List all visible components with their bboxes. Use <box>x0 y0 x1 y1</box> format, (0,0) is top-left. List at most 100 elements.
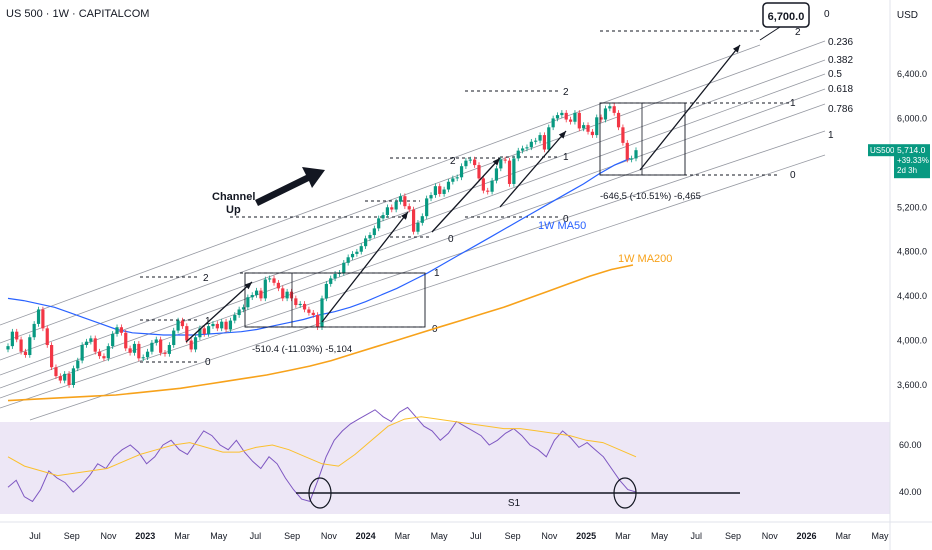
candle-body <box>350 253 355 258</box>
candle-body <box>233 315 237 321</box>
price-tick-label: 5,200.0 <box>897 202 927 212</box>
candle-body <box>254 290 259 296</box>
candle-body <box>442 189 446 194</box>
rally-arrow <box>499 130 567 208</box>
candle-body <box>128 348 132 353</box>
candle-body <box>41 309 45 329</box>
candle-body <box>272 278 276 283</box>
candle-body <box>167 345 171 354</box>
time-axis[interactable]: Jul Sep Nov 2023 Mar May Jul Sep Nov 2024 Mar May Ju… <box>0 521 932 541</box>
candle-body <box>250 295 254 298</box>
candle-body <box>621 127 625 143</box>
rsi-tick-label: 40.00 <box>899 487 922 497</box>
extension-level-label: 1 <box>563 152 569 163</box>
candle-body <box>612 106 616 113</box>
rally-arrow-head <box>558 131 566 139</box>
candle-body <box>429 195 433 199</box>
candle-body <box>608 106 612 109</box>
extension-level-label: 2 <box>203 273 209 284</box>
candle-body <box>595 117 599 136</box>
candle-body <box>555 115 560 119</box>
rally-arrow <box>321 211 409 323</box>
candle-body <box>385 207 390 216</box>
time-tick-label: 2024 <box>356 531 376 541</box>
candle-body <box>529 141 533 148</box>
candle-body <box>499 159 503 169</box>
candle-body <box>320 298 324 328</box>
candle-body <box>89 338 93 342</box>
candle-body <box>202 328 206 334</box>
extension-level-label: 0 <box>432 324 438 335</box>
candle-body <box>63 373 67 381</box>
ma200-line <box>7 264 634 402</box>
candle-body <box>268 278 272 280</box>
fib-level-label: 0 <box>824 9 830 20</box>
candle-body <box>516 150 520 159</box>
price-tick-label: 6,400.0 <box>897 69 927 79</box>
candle-body <box>97 351 102 357</box>
candle-body <box>355 251 359 254</box>
candle-body <box>398 196 403 202</box>
candle-body <box>28 337 32 356</box>
time-tick-label: May <box>431 531 449 541</box>
time-tick-label: Sep <box>725 531 741 541</box>
extension-level-label: 0 <box>563 214 569 225</box>
candle-body <box>416 222 420 232</box>
fib-level-label: 1 <box>828 130 834 141</box>
candle-body <box>307 309 311 313</box>
candle-body <box>381 215 385 219</box>
candle-body <box>507 160 512 184</box>
candle-body <box>346 257 350 263</box>
candle-body <box>115 327 119 334</box>
candle-body <box>145 351 150 358</box>
ma200-layer: 1W MA200 <box>7 253 672 402</box>
rsi-layer: S1 <box>7 406 740 509</box>
candle-body <box>84 341 89 346</box>
extension-level-label: 1 <box>434 268 440 279</box>
candle-body <box>263 279 267 299</box>
target-label: 6,700.0 <box>768 11 805 23</box>
price-tick-label: 4,400.0 <box>897 291 927 301</box>
time-tick-label: Jul <box>29 531 41 541</box>
candle-body <box>425 198 429 217</box>
price-axis[interactable]: 3,600.04,000.04,400.04,800.05,200.05,600… <box>868 0 930 550</box>
symbol-tag <box>868 144 894 157</box>
candle-body <box>281 288 285 299</box>
candle-body <box>542 135 547 150</box>
time-tick-label: May <box>210 531 228 541</box>
rsi-support-label: S1 <box>508 498 521 509</box>
candle-body <box>407 206 411 210</box>
candle-body <box>634 150 638 159</box>
rsi-low-circle <box>308 477 332 509</box>
price-tick-label: 4,000.0 <box>897 336 927 346</box>
candle-body <box>573 112 577 122</box>
extension-level-label: 2 <box>450 156 456 167</box>
ma50-line <box>7 157 631 336</box>
candle-body <box>311 312 315 316</box>
change-label: +39.33% <box>897 156 929 165</box>
extension-level-label: 2 <box>795 27 801 38</box>
time-tick-label: Sep <box>284 531 300 541</box>
candle-body <box>616 112 621 128</box>
rsi-band <box>0 422 890 514</box>
candle-body <box>36 309 41 324</box>
candle-body <box>15 331 19 340</box>
candle-body <box>119 327 123 333</box>
candle-body <box>176 320 180 331</box>
candle-body <box>630 158 634 160</box>
candle-body <box>521 148 525 151</box>
time-tick-label: Nov <box>321 531 338 541</box>
candle-body <box>80 345 84 361</box>
drop-2025-label: -646.5 (-10.51%) -6,465 <box>600 191 701 202</box>
candle-body <box>159 339 163 353</box>
channel-line <box>0 44 761 326</box>
time-tick-label: Nov <box>100 531 117 541</box>
rally-arrow <box>431 157 501 233</box>
candle-body <box>111 333 115 347</box>
rally-arrow <box>185 281 253 343</box>
time-tick-label: May <box>651 531 669 541</box>
candle-body <box>172 330 176 346</box>
currency-label: USD <box>896 10 918 21</box>
time-tick-label: Jul <box>250 531 262 541</box>
